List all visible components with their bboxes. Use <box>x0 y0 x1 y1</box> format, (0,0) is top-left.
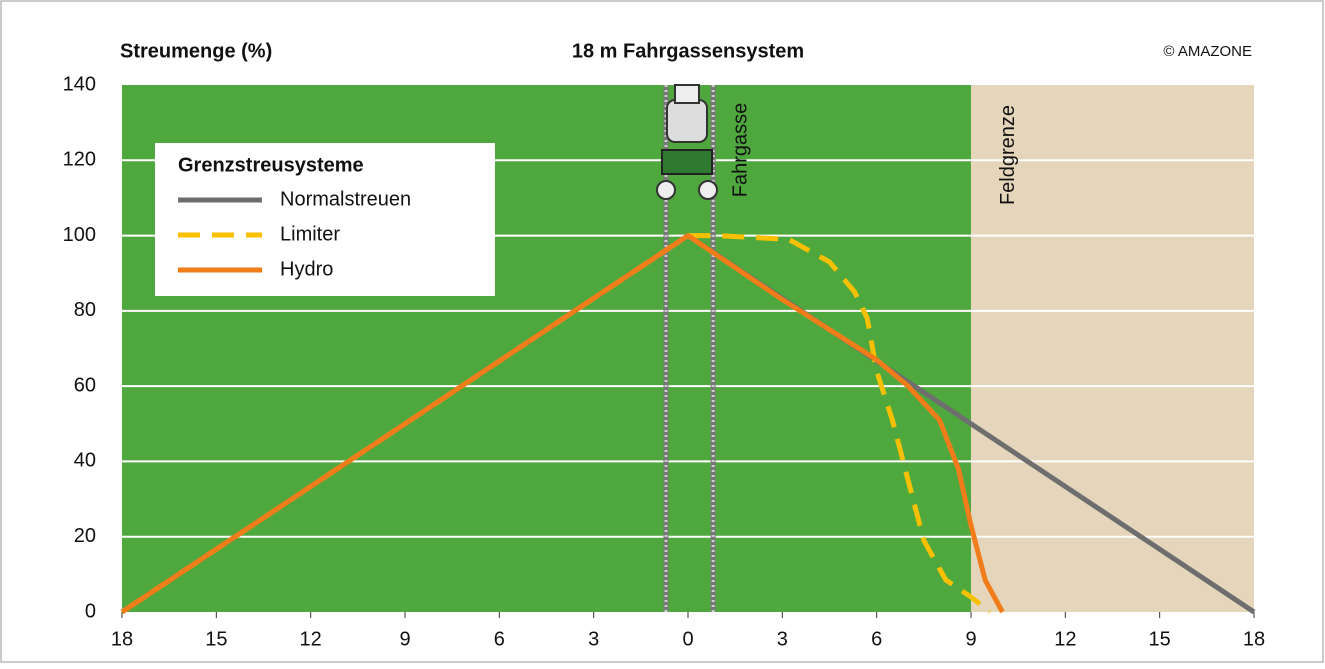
x-tick-label: 3 <box>777 628 788 650</box>
x-tick-label: 3 <box>588 628 599 650</box>
disc-left <box>656 180 676 200</box>
legend-title: Grenzstreusysteme <box>178 154 364 176</box>
x-tick-label: 6 <box>494 628 505 650</box>
series-line <box>120 233 992 615</box>
x-tick-label: 12 <box>1054 628 1076 650</box>
tramline-label: Fahrgasse <box>730 103 752 198</box>
x-tick-label: 18 <box>1243 628 1265 650</box>
legend: Grenzstreusysteme Normalstreuen Limiter Hyd… <box>155 143 495 296</box>
y-tick-label: 140 <box>63 73 96 95</box>
hopper <box>661 149 713 175</box>
legend-label: Limiter <box>280 223 340 245</box>
y-tick-label: 60 <box>74 374 96 396</box>
y-tick-label: 100 <box>63 224 96 246</box>
outside-area <box>971 85 1254 612</box>
x-tick-label: 9 <box>965 628 976 650</box>
x-tick-label: 12 <box>300 628 322 650</box>
legend-label: Normalstreuen <box>280 188 411 210</box>
y-tick-label: 80 <box>74 299 96 321</box>
disc-right <box>698 180 718 200</box>
y-tick-label: 0 <box>85 600 96 622</box>
series-line <box>120 233 1005 615</box>
x-tick-label: 15 <box>1149 628 1171 650</box>
y-tick-label: 40 <box>74 450 96 472</box>
x-tick-label: 18 <box>111 628 133 650</box>
x-tick-label: 6 <box>871 628 882 650</box>
y-axis-label: Streumenge (%) <box>120 40 272 62</box>
x-tick-label: 0 <box>682 628 693 650</box>
tractor-cab <box>666 99 708 143</box>
x-tick-label: 15 <box>205 628 227 650</box>
y-tick-label: 20 <box>74 525 96 547</box>
legend-label: Hydro <box>280 258 333 280</box>
y-tick-label: 120 <box>63 149 96 171</box>
tractor-hood <box>674 84 700 104</box>
plot-area: 0 20 40 60 80 100 120 140 18 15 12 9 6 3 0 3 6 9 12 15 18 Fah… <box>63 73 1266 650</box>
x-tick-label: 9 <box>399 628 410 650</box>
copyright: © AMAZONE <box>1163 43 1252 60</box>
boundary-label: Feldgrenze <box>997 105 1019 205</box>
tractor-icon <box>656 84 718 200</box>
chart-title: 18 m Fahrgassensystem <box>572 40 804 62</box>
